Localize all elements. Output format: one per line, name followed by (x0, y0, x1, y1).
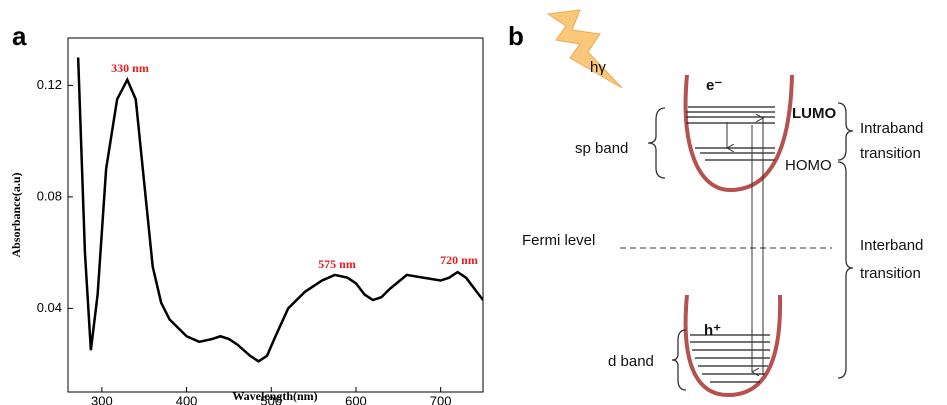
peak-annotation: 330 nm (111, 61, 149, 75)
photon-label: hγ (590, 59, 606, 76)
plot-frame (67, 37, 484, 393)
intraband-label: transition (860, 145, 921, 162)
x-tick-label: 700 (430, 393, 452, 405)
panel-label: b (508, 21, 524, 51)
braces (647, 102, 854, 391)
data-line (76, 57, 483, 363)
x-tick-label: 400 (176, 393, 198, 405)
interband-label: Interband (860, 237, 923, 254)
lumo-label: LUMO (792, 105, 836, 122)
x-axis-label: Wavelength(nm) (232, 389, 317, 403)
d-band-cup (683, 294, 783, 398)
fermi-label: Fermi level (522, 232, 595, 249)
y-tick-label: 0.04 (37, 300, 62, 315)
interband-label: transition (860, 265, 921, 282)
peak-annotation: 720 nm (440, 253, 478, 267)
intraband-label: Intraband (860, 120, 923, 137)
peak-annotation: 575 nm (318, 257, 356, 271)
lightning-icon (546, 9, 623, 89)
x-tick-label: 500 (260, 393, 282, 405)
y-tick-label: 0.12 (37, 77, 62, 92)
d-band-label: d band (608, 353, 654, 370)
x-tick-label: 600 (345, 393, 367, 405)
energy-levels (686, 106, 775, 383)
panel-label: a (12, 21, 27, 51)
hole-label: h⁺ (704, 322, 721, 339)
y-tick-label: 0.08 (37, 188, 62, 203)
x-tick-label: 300 (91, 393, 113, 405)
transition-arrows (727, 118, 763, 375)
sp-band-label: sp band (575, 140, 628, 157)
y-axis-label: Absorbance(a.u) (9, 172, 23, 257)
sp-band-cup (683, 74, 794, 193)
electron-label: e⁻ (706, 77, 722, 94)
homo-label: HOMO (785, 157, 832, 174)
